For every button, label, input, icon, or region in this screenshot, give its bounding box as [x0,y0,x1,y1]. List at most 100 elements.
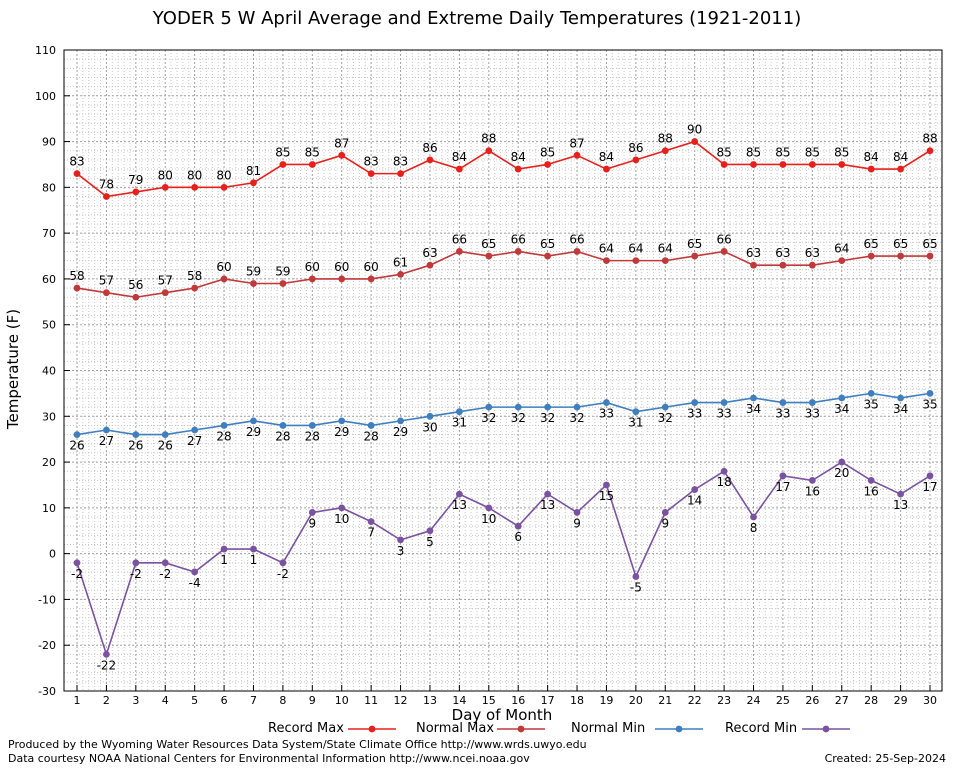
data-label-record-min: -2 [130,567,142,581]
data-point-normal-max [514,248,522,255]
data-label-normal-max: 57 [99,274,114,288]
data-point-record-min [250,545,257,553]
data-label-normal-min: 29 [393,425,408,439]
data-point-record-max [279,161,287,168]
data-label-record-max: 84 [893,150,908,164]
data-point-normal-min [808,399,816,406]
data-point-normal-max [603,257,610,265]
data-label-record-min: 16 [805,484,820,498]
data-point-normal-max [250,280,257,287]
x-tick-label: 18 [570,694,584,707]
data-point-record-min [897,490,904,498]
x-tick-label: 23 [717,694,731,707]
data-point-record-max [132,188,140,196]
y-tick-label: 0 [49,548,56,561]
x-tick-label: 5 [191,694,198,707]
data-point-record-max [367,170,375,178]
x-tick-label: 6 [221,694,228,707]
legend-marker-normal-min [675,725,683,733]
data-point-record-min [544,490,552,498]
data-point-record-max [720,161,728,168]
series-line-record-max [76,140,931,198]
data-point-normal-min [867,389,875,397]
data-point-record-min [720,467,728,475]
data-point-normal-max [544,252,552,260]
data-point-record-max [338,151,346,159]
data-label-record-max: 84 [599,150,614,164]
data-point-record-min [485,504,493,512]
data-point-normal-min [573,403,581,411]
data-label-normal-max: 66 [452,232,467,246]
y-tick-label: -10 [38,593,56,606]
data-label-record-min: 1 [220,553,228,567]
data-label-normal-max: 65 [540,237,555,251]
data-point-record-max [397,170,404,178]
data-point-normal-min [897,394,904,402]
series-line-normal-min [76,392,931,436]
data-label-normal-max: 65 [864,237,879,251]
data-point-record-min [661,509,669,516]
data-label-normal-min: 33 [716,407,731,421]
data-point-record-min [338,504,346,512]
data-label-record-max: 85 [540,145,555,159]
data-label-record-max: 88 [658,132,673,146]
data-point-record-max [691,138,699,145]
legend-label-record-max: Record Max [268,721,344,736]
data-point-normal-max [338,275,346,283]
data-point-normal-max [691,252,699,260]
data-point-normal-min [750,394,757,402]
data-point-record-min [426,527,434,535]
credit-line-1: Produced by the Wyoming Water Resources … [8,738,587,751]
data-label-record-min: -2 [159,567,171,581]
y-axis-label: Temperature (F) [4,308,22,430]
data-point-record-min [691,486,699,493]
data-label-normal-min: 32 [658,411,673,425]
x-tick-label: 2 [103,694,110,707]
data-label-record-max: 86 [628,141,643,155]
data-label-normal-min: 31 [628,416,643,430]
data-point-record-max [808,161,816,168]
data-point-record-min [397,536,404,544]
data-point-record-max [838,161,846,168]
y-tick-label: 40 [42,365,56,378]
chart-title: YODER 5 W April Average and Extreme Dail… [152,8,802,29]
x-tick-label: 16 [511,694,525,707]
data-point-record-max [544,161,552,168]
data-label-record-min: 13 [452,498,467,512]
data-label-record-min: 1 [250,553,258,567]
data-point-normal-min [132,431,140,438]
data-label-normal-min: 31 [452,416,467,430]
data-point-record-max [485,147,493,155]
data-point-normal-max [867,252,875,260]
data-point-record-max [779,161,787,168]
data-point-record-max [897,165,904,173]
data-label-normal-max: 59 [275,265,290,279]
x-tick-label: 26 [805,694,819,707]
data-label-record-min: -2 [71,567,83,581]
data-point-record-min [279,559,287,567]
data-label-normal-min: 27 [187,434,202,448]
data-label-record-min: 8 [750,521,758,535]
data-label-record-max: 85 [775,145,790,159]
data-label-record-max: 78 [99,178,114,192]
data-point-normal-max [132,293,140,301]
data-label-normal-max: 65 [922,237,937,251]
data-label-record-max: 86 [422,141,437,155]
data-label-normal-min: 27 [99,434,114,448]
data-point-record-min [514,522,522,530]
data-point-normal-min [220,422,228,429]
data-label-normal-max: 63 [805,246,820,260]
data-label-record-max: 88 [481,132,496,146]
x-tick-label: 29 [894,694,908,707]
x-tick-label: 3 [132,694,139,707]
data-label-normal-max: 64 [834,242,849,256]
data-label-normal-min: 26 [158,439,173,453]
data-point-normal-min [632,408,640,416]
data-point-record-min [220,545,228,553]
data-label-normal-min: 26 [128,439,143,453]
data-label-record-min: 15 [599,489,614,503]
data-point-normal-min [73,431,81,438]
y-tick-label: 30 [42,410,56,423]
data-label-record-max: 80 [187,168,202,182]
data-point-normal-min [308,422,316,429]
